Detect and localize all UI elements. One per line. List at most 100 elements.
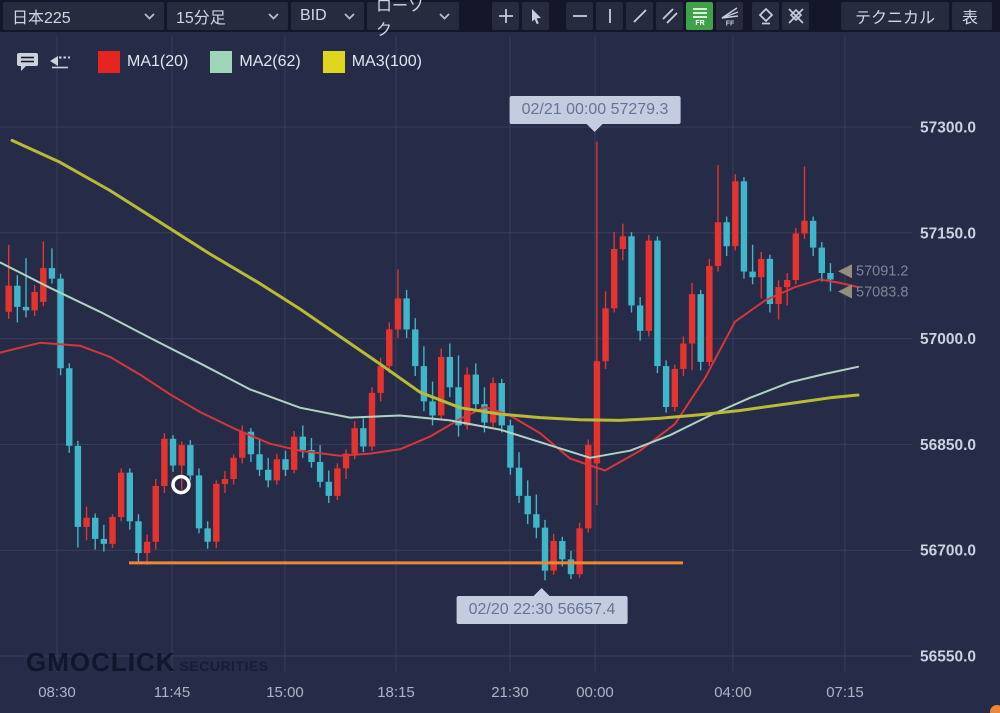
chart-legend: MA1(20) MA2(62) MA3(100) bbox=[12, 47, 422, 77]
symbol-select-value: 日本225 bbox=[12, 10, 71, 27]
vertical-line-tool-button[interactable] bbox=[596, 2, 623, 30]
parallel-lines-tool-button[interactable] bbox=[656, 2, 683, 30]
candle-body bbox=[697, 294, 704, 362]
candle-body bbox=[593, 361, 601, 464]
candle-body bbox=[221, 478, 229, 484]
candle-body bbox=[775, 287, 782, 305]
price-type-select-value: BID bbox=[300, 7, 327, 24]
high-price-tooltip: 02/21 00:00 57279.3 bbox=[509, 96, 681, 132]
candle-body bbox=[446, 356, 454, 388]
candle-body bbox=[524, 495, 531, 515]
candle-body bbox=[377, 366, 384, 393]
candle-body bbox=[57, 278, 64, 369]
chevron-down-icon bbox=[439, 12, 450, 20]
candle-body bbox=[334, 468, 341, 496]
interval-select[interactable]: 15分足 bbox=[167, 2, 288, 30]
candle-body bbox=[567, 559, 575, 575]
fibonacci-fan-tool-button[interactable]: FF bbox=[716, 2, 743, 30]
eraser-tool-button[interactable] bbox=[752, 2, 779, 30]
technical-indicators-button[interactable]: テクニカル bbox=[841, 2, 950, 30]
candle-body bbox=[92, 517, 99, 539]
clear-all-tool-button[interactable] bbox=[782, 2, 809, 30]
price-axis-label: 57300.0 bbox=[920, 120, 976, 137]
candle-body bbox=[308, 450, 315, 463]
current-price-label: 57083.8 bbox=[856, 284, 908, 300]
candle-body bbox=[784, 280, 791, 288]
comment-tool-button[interactable] bbox=[12, 47, 44, 77]
legend-item-ma3[interactable]: MA3(100) bbox=[322, 51, 422, 73]
candle-body bbox=[74, 445, 82, 527]
candle-body bbox=[204, 528, 211, 542]
time-axis-label: 11:45 bbox=[154, 684, 190, 701]
candle-body bbox=[602, 308, 609, 362]
price-axis-label: 56550.0 bbox=[920, 649, 976, 666]
candle-body bbox=[83, 517, 90, 527]
candle-body bbox=[515, 467, 523, 496]
candle-body bbox=[143, 541, 151, 554]
ma3-line bbox=[10, 138, 860, 422]
low-price-tooltip: 02/20 22:30 56657.4 bbox=[456, 588, 628, 624]
ma1-line bbox=[0, 278, 859, 472]
candle-body bbox=[636, 305, 644, 331]
candle-body bbox=[671, 368, 678, 408]
candle-body bbox=[489, 383, 497, 423]
time-axis-label: 18:15 bbox=[377, 684, 415, 701]
candle-body bbox=[126, 472, 133, 522]
horizontal-line-tool-button[interactable] bbox=[566, 2, 593, 30]
crosshair-tool-button[interactable] bbox=[492, 2, 519, 30]
price-axis-label: 56850.0 bbox=[920, 437, 976, 454]
candle-body bbox=[178, 445, 185, 466]
candle-body bbox=[766, 258, 774, 305]
candle-body bbox=[117, 472, 125, 518]
candle-body bbox=[66, 368, 73, 446]
candle-body bbox=[585, 445, 592, 529]
interval-select-value: 15分足 bbox=[176, 10, 226, 27]
candle-body bbox=[758, 258, 765, 278]
symbol-select[interactable]: 日本225 bbox=[3, 2, 164, 30]
cursor-tool-button[interactable] bbox=[522, 2, 549, 30]
legend-item-ma1[interactable]: MA1(20) bbox=[98, 51, 188, 73]
candle-body bbox=[256, 454, 263, 470]
candle-body bbox=[654, 240, 661, 367]
current-price-label: 57091.2 bbox=[856, 263, 908, 279]
display-button[interactable]: 表 bbox=[952, 2, 993, 30]
fibonacci-retracement-tool-button[interactable]: FR bbox=[686, 2, 713, 30]
time-axis-label: 07:15 bbox=[826, 684, 864, 701]
legend-item-ma2[interactable]: MA2(62) bbox=[210, 51, 301, 73]
price-axis-label: 57150.0 bbox=[920, 225, 976, 242]
time-axis-label: 15:00 bbox=[266, 684, 304, 701]
history-rewind-button[interactable] bbox=[44, 47, 76, 77]
candle-body bbox=[247, 431, 255, 455]
candle-body bbox=[230, 457, 237, 479]
candle-body bbox=[135, 521, 142, 554]
candle-body bbox=[662, 366, 670, 408]
candle-body bbox=[809, 220, 817, 248]
ma1-label: MA1(20) bbox=[127, 53, 189, 70]
candle-body bbox=[386, 329, 393, 367]
candle-body bbox=[48, 268, 56, 279]
current-price-arrow bbox=[838, 264, 852, 279]
candle-body bbox=[550, 541, 557, 571]
ma3-color-swatch bbox=[322, 51, 345, 73]
candle-body bbox=[22, 306, 30, 311]
candle-body bbox=[5, 285, 12, 312]
candle-body bbox=[481, 404, 488, 423]
price-type-select[interactable]: BID bbox=[291, 2, 364, 30]
ma2-line bbox=[0, 261, 859, 459]
candle-body bbox=[265, 469, 272, 481]
candle-body bbox=[290, 436, 298, 470]
candle-body bbox=[688, 294, 696, 344]
candle-body bbox=[187, 445, 194, 476]
circle-annotation[interactable] bbox=[171, 474, 191, 495]
chevron-down-icon bbox=[344, 12, 355, 20]
chart-style-select[interactable]: ローソク bbox=[367, 0, 459, 39]
candle-body bbox=[498, 383, 505, 426]
candle-body bbox=[342, 453, 350, 469]
candle-body bbox=[749, 271, 756, 278]
candle-body bbox=[611, 249, 618, 309]
candle-body bbox=[541, 527, 549, 571]
trend-line-tool-button[interactable] bbox=[626, 2, 653, 30]
candle-body bbox=[732, 181, 739, 247]
